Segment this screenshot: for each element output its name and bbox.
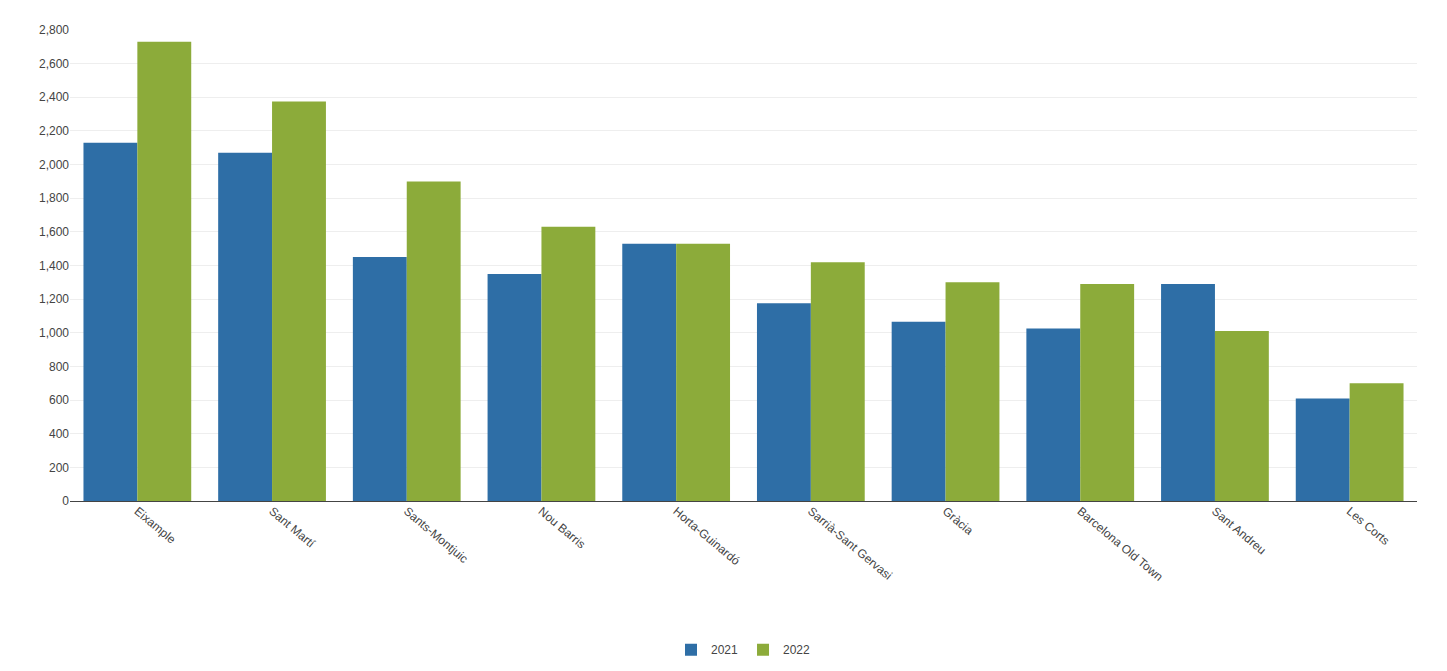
- svg-text:1,400: 1,400: [39, 259, 69, 273]
- svg-text:Barcelona Old Town: Barcelona Old Town: [1074, 504, 1165, 584]
- svg-text:Sant Martí: Sant Martí: [266, 504, 318, 551]
- svg-text:0: 0: [62, 494, 69, 508]
- svg-text:400: 400: [49, 427, 69, 441]
- svg-text:600: 600: [49, 393, 69, 407]
- svg-text:Les Corts: Les Corts: [1344, 504, 1392, 548]
- svg-text:Gràcia: Gràcia: [940, 504, 976, 538]
- svg-text:2,600: 2,600: [39, 57, 69, 71]
- svg-text:1,800: 1,800: [39, 191, 69, 205]
- svg-text:Nou Barris: Nou Barris: [536, 504, 588, 551]
- svg-text:200: 200: [49, 461, 69, 475]
- svg-text:2022: 2022: [783, 643, 810, 657]
- svg-text:Sant Andreu: Sant Andreu: [1209, 504, 1269, 557]
- svg-text:2,200: 2,200: [39, 124, 69, 138]
- svg-text:2,800: 2,800: [39, 23, 69, 37]
- svg-text:1,200: 1,200: [39, 292, 69, 306]
- svg-text:Horta-Guinardó: Horta-Guinardó: [670, 504, 743, 568]
- svg-text:2,400: 2,400: [39, 90, 69, 104]
- svg-text:800: 800: [49, 360, 69, 374]
- svg-text:1,000: 1,000: [39, 326, 69, 340]
- svg-text:2,000: 2,000: [39, 158, 69, 172]
- svg-text:2021: 2021: [711, 643, 738, 657]
- svg-text:Eixample: Eixample: [132, 504, 179, 547]
- svg-text:Sants-Montjuic: Sants-Montjuic: [401, 504, 471, 566]
- svg-text:1,600: 1,600: [39, 225, 69, 239]
- svg-text:Sarrià-Sant Gervasi: Sarrià-Sant Gervasi: [805, 504, 895, 582]
